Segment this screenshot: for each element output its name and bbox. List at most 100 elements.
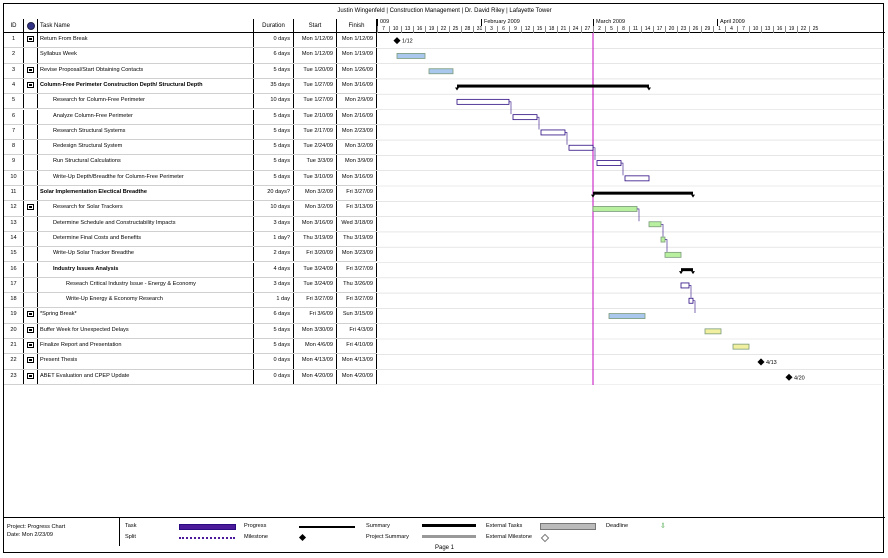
task-bar[interactable] bbox=[540, 129, 566, 136]
task-name-cell[interactable]: Run Structural Calculations bbox=[38, 155, 254, 170]
table-row[interactable]: 8 Redesign Structural System 5 days Tue 2/2… bbox=[4, 140, 377, 156]
task-id-cell[interactable]: 15 bbox=[4, 247, 24, 262]
note-icon[interactable] bbox=[27, 372, 34, 379]
table-row[interactable]: 21 Finalize Report and Presentation 5 days… bbox=[4, 339, 377, 355]
table-row[interactable]: 1 Return From Break 0 days Mon 1/12/09 Mon 1… bbox=[4, 33, 377, 49]
task-start-cell[interactable]: Tue 3/3/09 bbox=[294, 155, 337, 170]
task-name-cell[interactable]: ABET Evaluation and CPEP Update bbox=[38, 369, 254, 384]
task-bar[interactable] bbox=[512, 114, 538, 121]
col-header-duration[interactable]: Duration bbox=[254, 19, 294, 33]
task-id-cell[interactable]: 4 bbox=[4, 78, 24, 94]
task-duration-cell[interactable]: 10 days bbox=[254, 201, 294, 216]
table-row[interactable]: 2 Syllabus Week 6 days Mon 1/12/09 Mon 1/19/… bbox=[4, 48, 377, 64]
task-bar[interactable] bbox=[608, 313, 646, 319]
indicator-cell[interactable] bbox=[24, 308, 38, 323]
task-name-cell[interactable]: *Spring Break* bbox=[38, 308, 254, 323]
table-row[interactable]: 12 Research for Solar Trackers 10 days Mon … bbox=[4, 201, 377, 217]
indicator-cell[interactable] bbox=[24, 170, 38, 185]
table-row[interactable]: 9 Run Structural Calculations 5 days Tue 3/… bbox=[4, 155, 377, 171]
task-start-cell[interactable]: Mon 3/30/09 bbox=[294, 323, 337, 338]
task-duration-cell[interactable]: 5 days bbox=[254, 124, 294, 140]
task-bar[interactable] bbox=[732, 343, 750, 350]
task-start-cell[interactable]: Tue 3/24/09 bbox=[294, 277, 337, 293]
table-row[interactable]: 14 Determine Final Costs and Benefits 1 da… bbox=[4, 231, 377, 248]
task-id-cell[interactable]: 7 bbox=[4, 124, 24, 140]
task-start-cell[interactable]: Mon 3/16/09 bbox=[294, 216, 337, 231]
task-start-cell[interactable]: Tue 1/27/09 bbox=[294, 94, 337, 109]
task-bar[interactable] bbox=[428, 68, 454, 75]
note-icon[interactable] bbox=[27, 81, 34, 88]
task-id-cell[interactable]: 21 bbox=[4, 339, 24, 354]
table-row[interactable]: 3 Revise Proposal/Start Obtaining Contact… bbox=[4, 63, 377, 79]
task-id-cell[interactable]: 18 bbox=[4, 293, 24, 308]
task-start-cell[interactable]: Fri 3/27/09 bbox=[294, 293, 337, 308]
task-name-cell[interactable]: Redesign Structural System bbox=[38, 140, 254, 155]
task-start-cell[interactable]: Thu 3/19/09 bbox=[294, 231, 337, 247]
indicator-cell[interactable] bbox=[24, 140, 38, 155]
task-bar[interactable] bbox=[396, 53, 426, 59]
task-start-cell[interactable]: Tue 2/10/09 bbox=[294, 109, 337, 124]
indicator-cell[interactable] bbox=[24, 354, 38, 369]
task-finish-cell[interactable]: Mon 3/2/09 bbox=[337, 140, 377, 155]
task-finish-cell[interactable]: Mon 4/20/09 bbox=[337, 369, 377, 384]
task-start-cell[interactable]: Tue 1/20/09 bbox=[294, 63, 337, 78]
task-duration-cell[interactable]: 4 days bbox=[254, 262, 294, 277]
task-bar[interactable] bbox=[680, 282, 690, 289]
indicator-cell[interactable] bbox=[24, 201, 38, 216]
task-name-cell[interactable]: Research for Column-Free Perimeter bbox=[38, 94, 254, 109]
task-start-cell[interactable]: Mon 4/20/09 bbox=[294, 369, 337, 384]
table-row[interactable]: 11 Solar Implementation Electical Breadth… bbox=[4, 186, 377, 202]
indicator-cell[interactable] bbox=[24, 323, 38, 338]
table-row[interactable]: 23 ABET Evaluation and CPEP Update 0 days M… bbox=[4, 369, 377, 385]
task-start-cell[interactable]: Fri 3/6/09 bbox=[294, 308, 337, 323]
indicator-cell[interactable] bbox=[24, 247, 38, 262]
task-finish-cell[interactable]: Mon 3/23/09 bbox=[337, 247, 377, 262]
task-finish-cell[interactable]: Mon 3/16/09 bbox=[337, 78, 377, 94]
task-finish-cell[interactable]: Fri 3/13/09 bbox=[337, 201, 377, 216]
task-duration-cell[interactable]: 10 days bbox=[254, 94, 294, 109]
task-start-cell[interactable]: Mon 1/12/09 bbox=[294, 48, 337, 63]
task-start-cell[interactable]: Tue 3/10/09 bbox=[294, 170, 337, 185]
task-id-cell[interactable]: 9 bbox=[4, 155, 24, 170]
task-duration-cell[interactable]: 5 days bbox=[254, 339, 294, 354]
task-id-cell[interactable]: 19 bbox=[4, 308, 24, 323]
task-start-cell[interactable]: Mon 1/12/09 bbox=[294, 33, 337, 48]
milestone-diamond[interactable] bbox=[393, 37, 401, 45]
task-start-cell[interactable]: Tue 2/17/09 bbox=[294, 124, 337, 140]
task-duration-cell[interactable]: 0 days bbox=[254, 369, 294, 384]
task-duration-cell[interactable]: 6 days bbox=[254, 48, 294, 63]
col-header-start[interactable]: Start bbox=[294, 19, 337, 33]
task-bar[interactable] bbox=[688, 297, 694, 304]
task-bar[interactable] bbox=[648, 221, 662, 228]
task-finish-cell[interactable]: Fri 3/27/09 bbox=[337, 186, 377, 201]
task-name-cell[interactable]: Column-Free Perimeter Construction Depth… bbox=[38, 78, 254, 94]
task-name-cell[interactable]: Write-Up Solar Tracker Breadthe bbox=[38, 247, 254, 262]
task-bar[interactable] bbox=[664, 251, 682, 258]
note-icon[interactable] bbox=[27, 342, 34, 348]
task-duration-cell[interactable]: 1 day bbox=[254, 293, 294, 308]
task-bar[interactable] bbox=[568, 144, 594, 151]
task-finish-cell[interactable]: Mon 2/23/09 bbox=[337, 124, 377, 140]
indicator-cell[interactable] bbox=[24, 63, 38, 78]
task-duration-cell[interactable]: 5 days bbox=[254, 323, 294, 338]
task-finish-cell[interactable]: Mon 2/9/09 bbox=[337, 94, 377, 109]
indicator-cell[interactable] bbox=[24, 231, 38, 247]
task-id-cell[interactable]: 13 bbox=[4, 216, 24, 231]
task-name-cell[interactable]: Syllabus Week bbox=[38, 48, 254, 63]
task-finish-cell[interactable]: Fri 4/10/09 bbox=[337, 339, 377, 354]
task-name-cell[interactable]: Finalize Report and Presentation bbox=[38, 339, 254, 354]
task-id-cell[interactable]: 3 bbox=[4, 63, 24, 78]
indicator-cell[interactable] bbox=[24, 216, 38, 231]
task-name-cell[interactable]: Reseach Critical Industry Issue - Energy… bbox=[38, 277, 254, 293]
note-icon[interactable] bbox=[27, 66, 34, 73]
table-row[interactable]: 18 Write-Up Energy & Economy Research 1 da… bbox=[4, 293, 377, 309]
task-name-cell[interactable]: Buffer Week for Unexpected Delays bbox=[38, 323, 254, 338]
task-finish-cell[interactable]: Mon 3/16/09 bbox=[337, 170, 377, 185]
task-id-cell[interactable]: 10 bbox=[4, 170, 24, 185]
task-duration-cell[interactable]: 5 days bbox=[254, 170, 294, 185]
indicator-cell[interactable] bbox=[24, 33, 38, 48]
task-finish-cell[interactable]: Mon 4/13/09 bbox=[337, 354, 377, 369]
task-start-cell[interactable]: Mon 4/6/09 bbox=[294, 339, 337, 354]
table-row[interactable]: 22 Present Thesis 0 days Mon 4/13/09 Mon 4/1… bbox=[4, 354, 377, 370]
task-bar[interactable] bbox=[596, 160, 622, 166]
